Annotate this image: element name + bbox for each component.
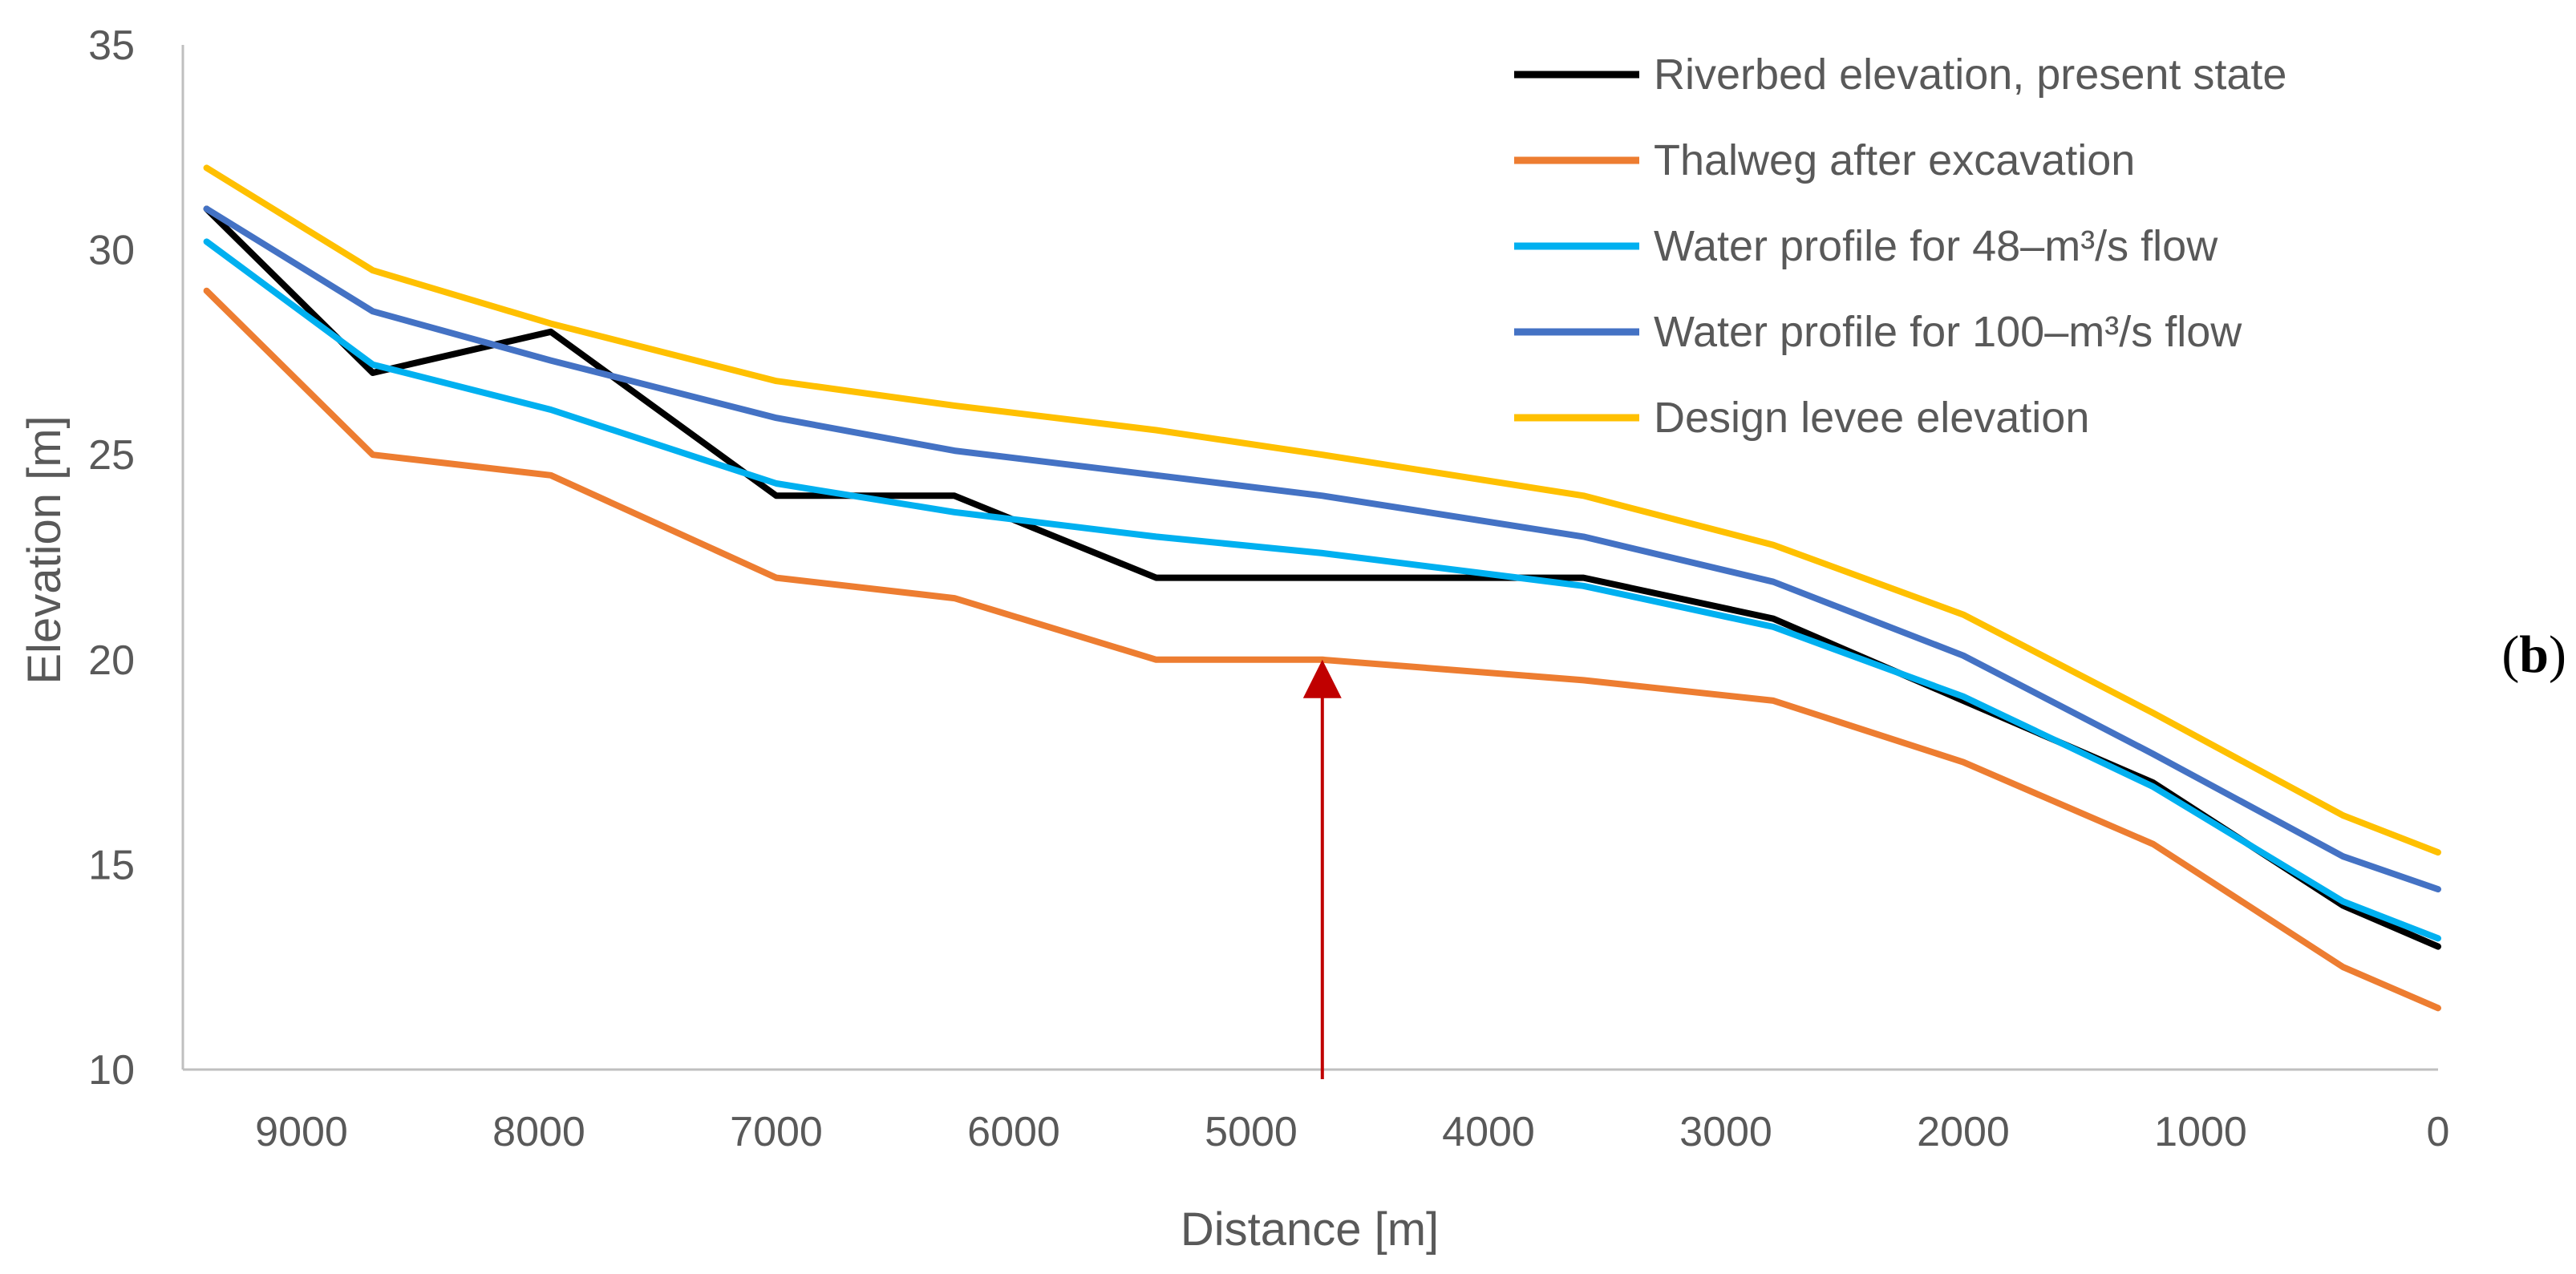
axes: 10 15 20 25 30 35 9000 8000 7000 6000 5000 4000 3000… xyxy=(88,22,2449,1155)
y-tick-label: 30 xyxy=(88,228,135,274)
x-axis-title: Distance [m] xyxy=(1181,1203,1439,1256)
x-tick-label: 7000 xyxy=(730,1109,823,1155)
legend: Riverbed elevation, present state Thalweg… xyxy=(1514,51,2286,442)
x-tick-label: 3000 xyxy=(1679,1109,1772,1155)
y-tick-label: 35 xyxy=(88,22,135,69)
panel-label: (b) xyxy=(2501,625,2566,684)
y-axis-title: Elevation [m] xyxy=(18,415,71,684)
arrow-head xyxy=(1302,659,1342,698)
y-tick-label: 20 xyxy=(88,637,135,684)
legend-label-4: Water profile for 100–m³/s flow xyxy=(1654,308,2242,356)
y-tick-label: 10 xyxy=(88,1047,135,1094)
annotation-layer xyxy=(1302,659,1342,1079)
x-tick-label: 0 xyxy=(2427,1109,2450,1155)
x-tick-label: 8000 xyxy=(492,1109,585,1155)
legend-label-3: Water profile for 48–m³/s flow xyxy=(1654,222,2218,270)
x-tick-label: 5000 xyxy=(1205,1109,1298,1155)
series-line-1 xyxy=(203,205,2441,950)
x-tick-label: 4000 xyxy=(1442,1109,1535,1155)
x-tick-label: 9000 xyxy=(255,1109,348,1155)
series-line-3 xyxy=(203,238,2441,942)
legend-label-1: Riverbed elevation, present state xyxy=(1654,51,2286,99)
legend-label-2: Thalweg after excavation xyxy=(1654,136,2135,184)
y-tick-label: 25 xyxy=(88,432,135,479)
legend-label-5: Design levee elevation xyxy=(1654,394,2089,442)
y-tick-label: 15 xyxy=(88,842,135,888)
x-tick-label: 6000 xyxy=(967,1109,1060,1155)
x-tick-label: 2000 xyxy=(1917,1109,2010,1155)
series-line-4 xyxy=(203,205,2441,893)
series-layer xyxy=(203,164,2441,1012)
series-line-5 xyxy=(203,164,2441,856)
x-tick-label: 1000 xyxy=(2154,1109,2247,1155)
